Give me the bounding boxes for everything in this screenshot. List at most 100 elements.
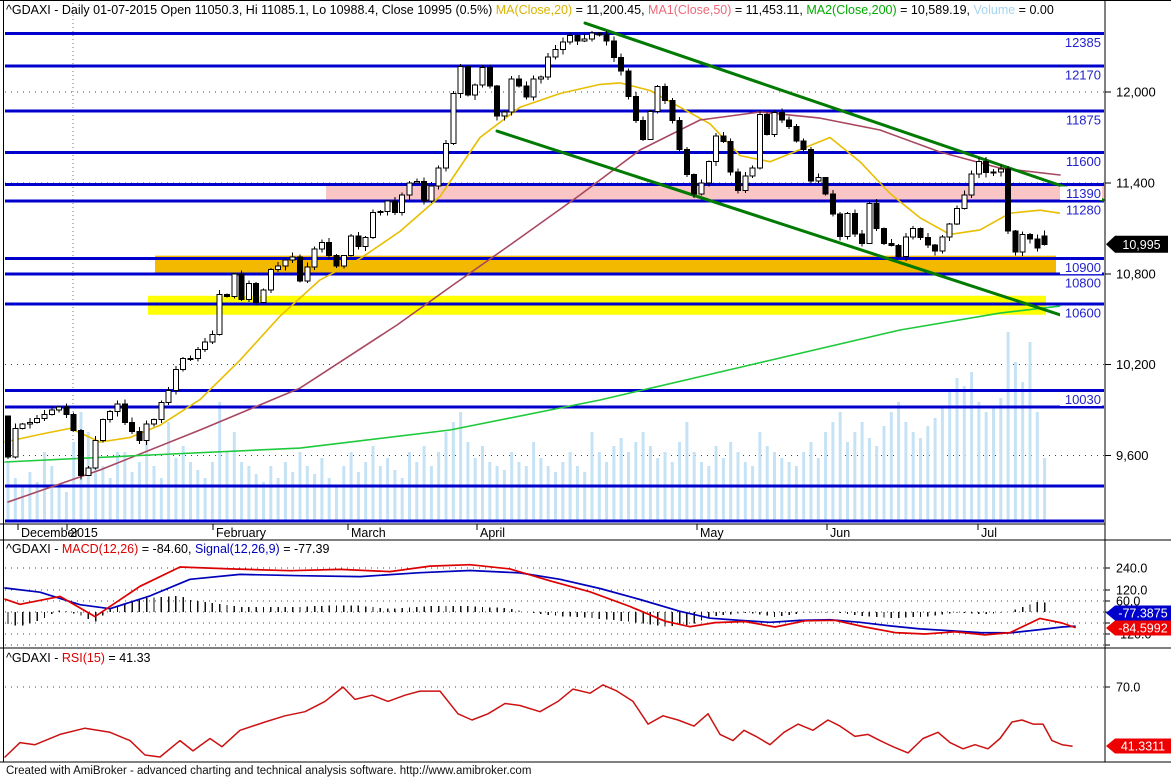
volume-bar bbox=[488, 462, 492, 522]
level-label-12385: 12385 bbox=[1065, 35, 1101, 50]
candle-body bbox=[567, 34, 574, 43]
y-axis-label: 9,600 bbox=[1116, 448, 1149, 463]
level-label-bg bbox=[1060, 68, 1102, 82]
footer-credit: Created with AmiBroker - advanced charti… bbox=[6, 765, 532, 777]
candle-body bbox=[158, 402, 165, 420]
volume-bar bbox=[940, 406, 944, 522]
main-title-segment: ^GDAXI - Daily 01-07-2015 Open 11050.3, … bbox=[6, 3, 496, 17]
volume-bar bbox=[656, 458, 660, 522]
volume-bar bbox=[291, 472, 295, 522]
candle-body bbox=[742, 175, 749, 191]
candle-body bbox=[983, 160, 990, 174]
rsi-panel-title: ^GDAXI - RSI(15) = 41.33 bbox=[6, 651, 150, 665]
y-axis-label: 12,000 bbox=[1116, 85, 1156, 100]
candle-body bbox=[559, 41, 566, 51]
candle-body bbox=[902, 236, 909, 257]
volume-bar bbox=[21, 486, 25, 522]
volume-bar bbox=[364, 462, 368, 522]
candle-body bbox=[910, 227, 917, 238]
candle-body bbox=[808, 149, 814, 182]
candle-body bbox=[151, 418, 157, 425]
level-label-bg bbox=[1060, 112, 1102, 127]
candle-body bbox=[552, 49, 559, 58]
macd-axis-label: 240.0 bbox=[1116, 561, 1147, 575]
volume-bar bbox=[758, 432, 762, 522]
main-title-segment: Volume bbox=[973, 3, 1016, 17]
volume-bar bbox=[933, 418, 937, 522]
volume-bar bbox=[524, 466, 528, 522]
candle-body bbox=[596, 32, 603, 36]
candle-body bbox=[771, 112, 778, 135]
candle-body bbox=[216, 293, 223, 335]
candle-body bbox=[275, 265, 282, 271]
ma50-line bbox=[7, 111, 1061, 503]
candle-body bbox=[187, 357, 194, 360]
candle-body bbox=[508, 78, 515, 113]
volume-bar bbox=[86, 432, 90, 522]
candle-body bbox=[837, 213, 844, 238]
candle-body bbox=[238, 273, 245, 301]
volume-bar bbox=[999, 398, 1003, 522]
candle-body bbox=[5, 415, 11, 458]
candle-body bbox=[464, 66, 471, 96]
candle-body bbox=[501, 111, 508, 117]
candle-body bbox=[114, 403, 121, 413]
macd-line bbox=[4, 563, 1076, 636]
candle-body bbox=[1027, 234, 1033, 240]
macd-axis-label: 120.0 bbox=[1116, 583, 1147, 597]
volume-bar bbox=[816, 458, 820, 522]
rsi-axis-label: 70.0 bbox=[1116, 681, 1140, 695]
candle-body bbox=[406, 182, 413, 196]
rsi-line bbox=[4, 684, 1073, 758]
volume-bar bbox=[181, 446, 185, 522]
volume-bar bbox=[605, 462, 609, 522]
candle-body bbox=[260, 289, 267, 304]
candle-body bbox=[63, 406, 70, 416]
lower-downtrend-line bbox=[495, 129, 1072, 320]
volume-bar bbox=[1013, 362, 1017, 522]
candle-body bbox=[589, 32, 595, 40]
candle-body bbox=[399, 194, 406, 213]
volume-bar bbox=[422, 446, 426, 522]
candle-body bbox=[180, 357, 187, 370]
level-label-bg bbox=[1060, 306, 1102, 320]
candle-body bbox=[78, 430, 84, 476]
candle-body bbox=[224, 293, 230, 298]
candle-body bbox=[939, 236, 946, 252]
candle-body bbox=[654, 86, 661, 112]
candle-body bbox=[494, 85, 501, 117]
volume-bar bbox=[386, 458, 390, 522]
candle-body bbox=[698, 182, 705, 195]
level-label-bg bbox=[1060, 260, 1102, 275]
volume-bar bbox=[612, 446, 616, 522]
volume-bar bbox=[992, 406, 995, 522]
macd-value-tag bbox=[1106, 605, 1171, 621]
volume-bar bbox=[751, 466, 755, 522]
level-label-bg bbox=[1060, 275, 1102, 290]
candle-body bbox=[647, 110, 654, 140]
candle-body bbox=[946, 223, 953, 238]
volume-bar bbox=[502, 470, 506, 522]
volume-bar bbox=[532, 442, 536, 522]
candle-body bbox=[581, 38, 588, 42]
volume-bar bbox=[955, 378, 959, 522]
candle-body bbox=[632, 96, 639, 122]
last-price-tag bbox=[1106, 235, 1168, 253]
volume-bar bbox=[539, 458, 543, 522]
candle-body bbox=[997, 168, 1004, 173]
candle-body bbox=[267, 269, 274, 291]
candle-body bbox=[873, 202, 880, 229]
volume-bar bbox=[64, 492, 68, 522]
candle-body bbox=[19, 423, 26, 429]
volume-bar bbox=[678, 442, 682, 522]
volume-bar bbox=[320, 458, 324, 522]
candle-body bbox=[326, 242, 333, 257]
candle-body bbox=[844, 213, 851, 238]
volume-bar bbox=[159, 478, 163, 522]
candle-body bbox=[472, 84, 479, 96]
level-label-10900: 10900 bbox=[1065, 260, 1101, 275]
candle-body bbox=[129, 421, 136, 432]
volume-bar bbox=[232, 432, 236, 522]
